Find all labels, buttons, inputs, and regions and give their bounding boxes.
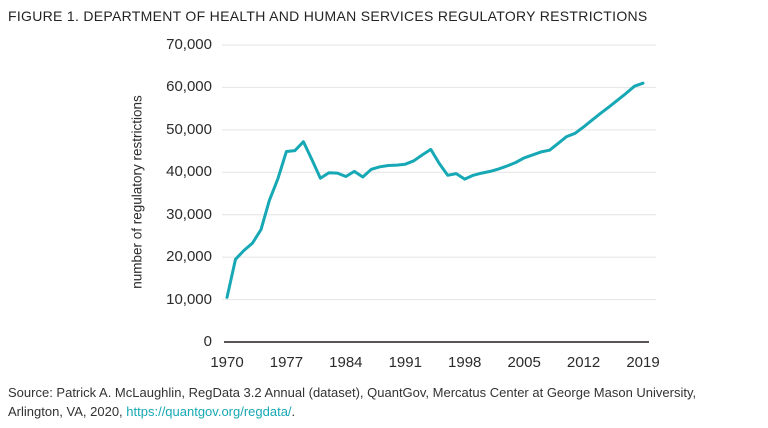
x-tick-label: 1977	[269, 354, 304, 371]
y-tick-label: 50,000	[166, 120, 212, 138]
x-tick-label: 2019	[626, 354, 660, 371]
source-link[interactable]: https://quantgov.org/regdata/	[126, 404, 292, 419]
figure-title: FIGURE 1. DEPARTMENT OF HEALTH AND HUMAN…	[8, 8, 648, 24]
y-tick-label: 40,000	[166, 163, 212, 181]
y-tick-label: 0	[203, 333, 212, 350]
x-tick-label: 1991	[388, 354, 422, 371]
y-tick-label: 10,000	[166, 290, 212, 308]
y-axis-title: number of regulatory restrictions	[129, 95, 145, 289]
source-line-2-period: .	[291, 404, 296, 419]
y-tick-label: 70,000	[166, 36, 212, 53]
y-tick-label: 20,000	[166, 248, 212, 266]
x-tick-label: 1984	[329, 354, 363, 371]
y-tick-label: 30,000	[166, 205, 212, 223]
source-line-1: Source: Patrick A. McLaughlin, RegData 3…	[8, 385, 697, 400]
x-tick-label: 1970	[210, 354, 244, 371]
source-line-2-text: Arlington, VA, 2020,	[8, 404, 127, 419]
y-tick-label: 60,000	[166, 78, 212, 96]
source-note: Source: Patrick A. McLaughlin, RegData 3…	[8, 383, 764, 421]
source-line-2: Arlington, VA, 2020, https://quantgov.or…	[8, 402, 764, 421]
hhs-restrictions-line	[225, 81, 645, 299]
x-tick-label: 2005	[507, 354, 541, 371]
gridlines	[222, 44, 656, 301]
x-tick-label: 2012	[566, 354, 601, 371]
x-tick-label: 1998	[448, 354, 482, 371]
